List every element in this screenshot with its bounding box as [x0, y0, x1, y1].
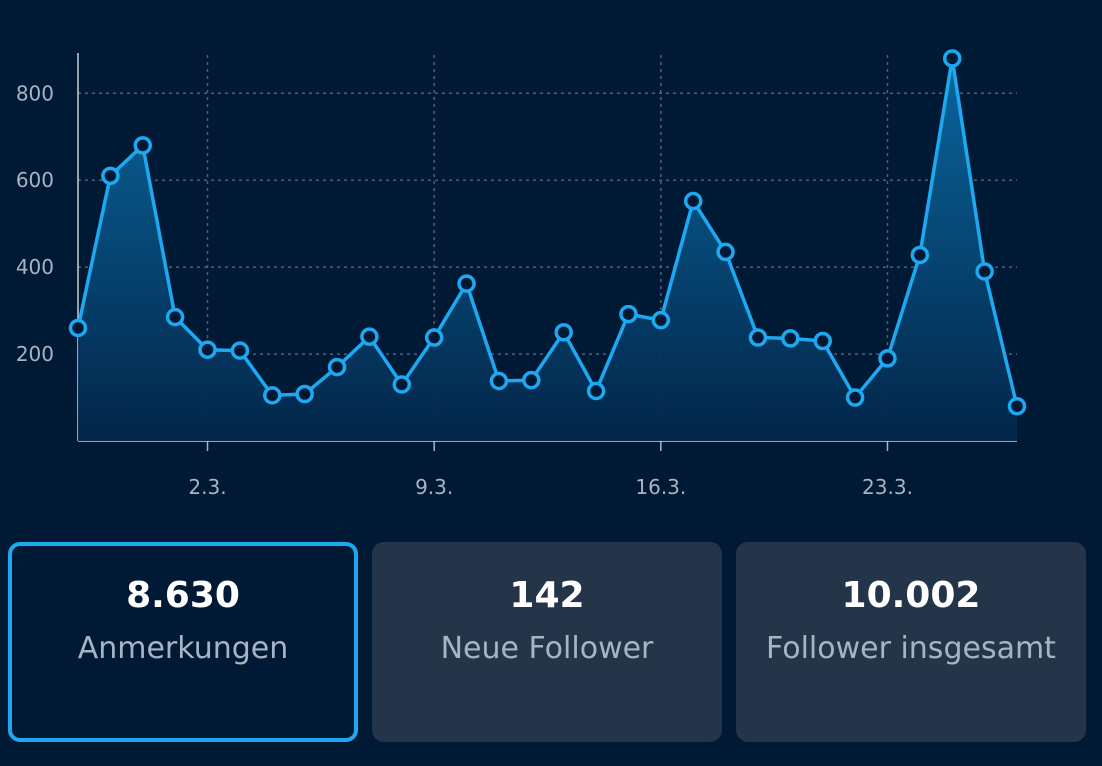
data-point	[910, 245, 930, 265]
data-point	[942, 49, 962, 68]
data-point	[133, 136, 153, 155]
data-point	[489, 371, 509, 391]
data-point	[392, 375, 412, 394]
y-tick-label: 600	[16, 168, 54, 192]
data-point	[424, 328, 444, 347]
data-point	[716, 242, 735, 262]
stat-card-total-followers[interactable]: 10.002 Follower insgesamt	[736, 542, 1086, 742]
x-tick-label: 16.3.	[635, 475, 686, 499]
data-point	[327, 357, 347, 377]
data-point	[878, 349, 897, 368]
data-point	[230, 341, 250, 360]
x-tick-label: 23.3.	[862, 475, 913, 499]
y-tick-label: 200	[16, 342, 54, 366]
chart-area-fill	[78, 58, 1017, 441]
y-tick-label: 400	[16, 255, 54, 279]
data-point	[101, 166, 120, 186]
chart-data-points	[68, 49, 1027, 416]
data-point	[619, 304, 638, 324]
followers-area-chart: 200 400 600 800 2.3. 9.3. 16.3. 23.3.	[16, 49, 1027, 499]
data-point	[781, 329, 800, 348]
stat-card-new-followers[interactable]: 142 Neue Follower	[372, 542, 722, 742]
chart-tick-labels: 200 400 600 800 2.3. 9.3. 16.3. 23.3.	[16, 81, 913, 499]
stat-card-annotations[interactable]: 8.630 Anmerkungen	[8, 542, 358, 742]
data-point	[975, 262, 994, 281]
y-tick-label: 800	[16, 81, 54, 105]
x-tick-label: 9.3.	[415, 475, 453, 499]
data-point	[554, 323, 573, 342]
stat-label: Anmerkungen	[77, 631, 289, 666]
stat-value: 8.630	[126, 575, 240, 616]
stat-label: Neue Follower	[440, 631, 654, 666]
data-point	[263, 386, 282, 405]
stat-value: 142	[509, 575, 585, 616]
x-tick-label: 2.3.	[188, 475, 226, 499]
data-point	[68, 318, 88, 338]
data-point	[683, 191, 703, 211]
stat-label: Follower insgesamt	[766, 631, 1056, 666]
data-point	[295, 384, 314, 404]
series-area	[78, 58, 1017, 441]
data-point	[360, 327, 379, 346]
data-point	[1007, 396, 1027, 416]
data-point	[165, 307, 185, 327]
data-point	[522, 370, 541, 390]
data-point	[586, 381, 606, 401]
data-point	[651, 310, 671, 330]
stat-value: 10.002	[841, 575, 981, 616]
stat-cards: 8.630 Anmerkungen 142 Neue Follower 10.0…	[8, 542, 1088, 742]
data-point	[198, 340, 217, 359]
data-point	[457, 274, 476, 293]
data-point	[845, 388, 865, 407]
data-point	[813, 331, 832, 351]
data-point	[748, 328, 768, 347]
